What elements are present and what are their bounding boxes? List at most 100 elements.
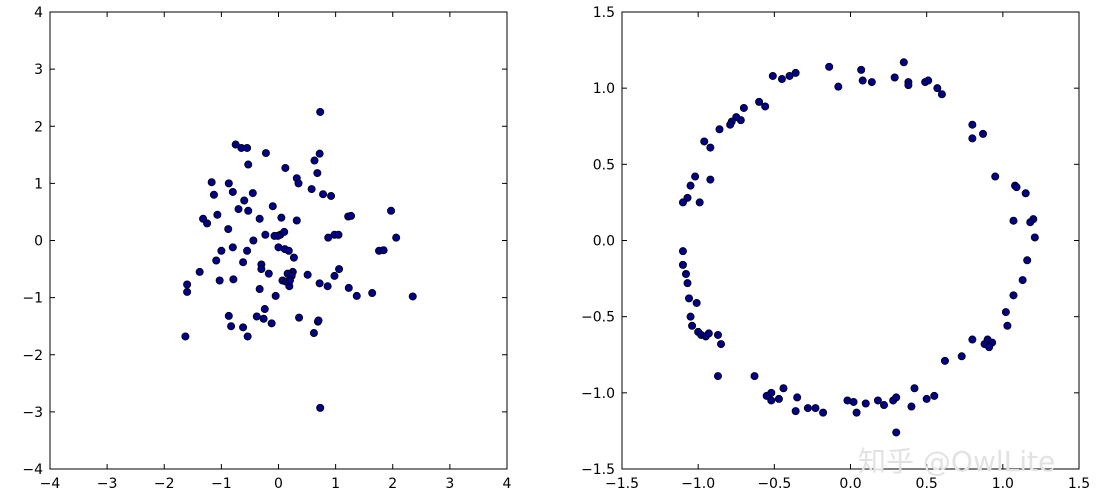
- chart-right-point-93: [892, 428, 901, 437]
- chart-right-point-32: [686, 181, 695, 190]
- chart-right-point-77: [791, 407, 800, 416]
- chart-left-point-73: [368, 289, 377, 298]
- chart-left-point-27: [347, 211, 356, 220]
- chart-left-point-36: [261, 230, 270, 239]
- chart-right-point-19: [739, 103, 748, 112]
- chart-left-point-54: [229, 275, 238, 284]
- chart-left-point-79: [267, 319, 276, 328]
- chart-left-point-9: [244, 160, 253, 169]
- chart-left-point-89: [274, 243, 283, 252]
- chart-right-point-30: [706, 175, 715, 184]
- chart-right-point-63: [1003, 321, 1012, 330]
- chart-left-point-57: [257, 265, 266, 274]
- chart-left-xtick-label-0: −4: [40, 476, 61, 492]
- chart-left-point-75: [309, 329, 318, 338]
- chart-right-point-92: [930, 391, 939, 400]
- chart-right-point-3: [890, 73, 899, 82]
- chart-right-point-0: [899, 58, 908, 67]
- chart-left-point-82: [314, 316, 323, 325]
- chart-right-point-5: [904, 81, 913, 90]
- chart-left-xtick-label-5: 1: [331, 476, 340, 492]
- chart-left-xtick-label-4: 0: [274, 476, 283, 492]
- chart-left-point-69: [315, 279, 324, 288]
- chart-right-point-34: [695, 198, 704, 207]
- chart-left-point-8: [310, 156, 319, 165]
- chart-left-point-67: [330, 271, 339, 280]
- chart-left-ytick-label-7: 3: [34, 62, 43, 78]
- chart-left-point-39: [334, 230, 343, 239]
- chart-left-point-88: [316, 403, 325, 412]
- chart-right-point-36: [991, 172, 1000, 181]
- chart-right-point-76: [793, 393, 802, 402]
- chart-left-point-34: [280, 227, 289, 236]
- chart-right-point-86: [880, 401, 889, 410]
- chart-right-point-43: [1023, 256, 1032, 265]
- chart-right-point-94: [767, 388, 776, 397]
- chart-right-point-18: [755, 97, 764, 106]
- chart-right-point-47: [681, 270, 690, 279]
- chart-left-ytick-label-3: −1: [22, 291, 43, 307]
- chart-right-point-31: [691, 172, 700, 181]
- chart-right-ytick-label-1: −1.0: [581, 386, 615, 402]
- chart-right-point-85: [873, 396, 882, 405]
- chart-left-point-74: [408, 292, 417, 301]
- chart-left-points: [181, 107, 417, 412]
- chart-right-point-88: [892, 393, 901, 402]
- chart-right-ytick-label-2: −0.5: [581, 310, 615, 326]
- chart-right-point-70: [940, 356, 949, 365]
- chart-right-point-80: [819, 408, 828, 417]
- chart-left-point-5: [261, 149, 270, 158]
- chart-left-point-85: [227, 322, 236, 331]
- chart-right-point-90: [907, 402, 916, 411]
- chart-left-point-43: [249, 236, 258, 245]
- chart-right-point-56: [704, 329, 713, 338]
- chart-right-point-59: [713, 372, 722, 381]
- chart-right-point-57: [713, 330, 722, 339]
- chart-left-point-72: [352, 291, 361, 300]
- chart-left-point-47: [289, 253, 298, 262]
- chart-left-point-70: [323, 282, 332, 291]
- chart-right-ytick-label-6: 1.5: [593, 5, 615, 21]
- chart-left-point-46: [284, 246, 293, 255]
- chart-left-point-6: [281, 163, 290, 172]
- chart-right-point-84: [861, 399, 870, 408]
- chart-left-ticks: −4 −3 −2 −1 0 1 2 3 4 −4 −3 −2 −1 0 1 2 3 4: [22, 5, 511, 492]
- chart-left-point-55: [212, 256, 221, 265]
- chart-left-point-52: [195, 267, 204, 276]
- chart-left-point-0: [316, 107, 325, 116]
- chart-left-ytick-label-2: −2: [22, 348, 43, 364]
- chart-left-point-7: [313, 169, 322, 178]
- chart-left-point-91: [243, 246, 252, 255]
- chart-right-xtick-label-2: −0.5: [757, 476, 791, 492]
- chart-left-xtick-label-3: −1: [211, 476, 232, 492]
- chart-left-point-62: [255, 285, 264, 294]
- chart-left-xtick-label-6: 2: [388, 476, 397, 492]
- chart-left-point-38: [324, 233, 333, 242]
- chart-right-ytick-label-0: −1.5: [581, 462, 615, 478]
- chart-right-point-16: [858, 76, 867, 85]
- chart-right-point-26: [706, 143, 715, 152]
- chart-right-point-42: [1030, 233, 1039, 242]
- chart-right-point-15: [937, 90, 946, 99]
- chart-right-xtick-label-5: 1.0: [992, 476, 1014, 492]
- chart-left-point-86: [224, 311, 233, 320]
- chart-right-point-58: [717, 340, 726, 349]
- chart-right-point-91: [922, 394, 931, 403]
- chart-left-xtick-label-1: −3: [97, 476, 118, 492]
- chart-right-point-62: [1001, 308, 1010, 317]
- chart-left-point-17: [209, 190, 218, 199]
- chart-left-point-41: [392, 233, 401, 242]
- chart-right-point-46: [678, 260, 687, 269]
- chart-right-point-17: [761, 102, 770, 111]
- chart-right-ytick-label-3: 0.0: [593, 234, 615, 250]
- chart-right-point-29: [979, 129, 988, 138]
- chart-left-point-32: [244, 206, 253, 215]
- chart-left-point-76: [260, 305, 269, 314]
- chart-right-point-25: [700, 137, 709, 146]
- chart-right-point-7: [924, 76, 933, 85]
- chart-left-point-15: [207, 178, 216, 187]
- chart-right-point-75: [779, 384, 788, 393]
- chart-right-point-89: [910, 384, 919, 393]
- chart-left-ytick-label-1: −3: [22, 405, 43, 421]
- chart-left-ytick-label-8: 4: [34, 5, 43, 21]
